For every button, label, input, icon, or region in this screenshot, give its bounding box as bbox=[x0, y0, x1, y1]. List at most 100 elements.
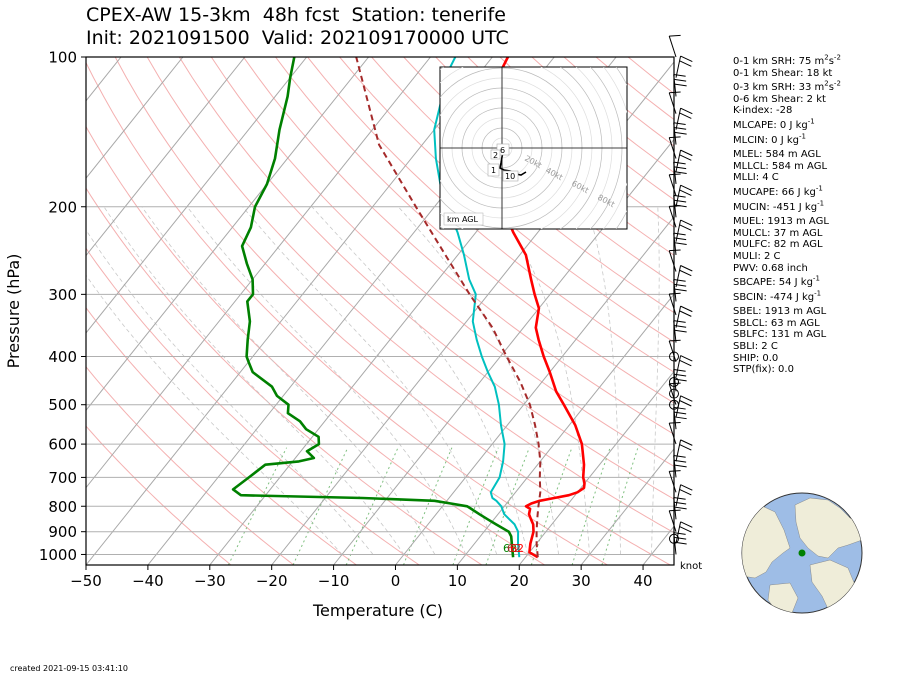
sounding-index-label: K-index: -28 bbox=[733, 105, 793, 117]
wind-barb-staff bbox=[673, 279, 677, 302]
sounding-index-label: MULI: 2 C bbox=[733, 250, 781, 262]
sounding-index-label: SBCIN: -474 J kg bbox=[733, 291, 815, 303]
wind-barb-flag bbox=[674, 464, 687, 468]
moist-adiabat bbox=[186, 206, 467, 555]
wind-barb-flag bbox=[669, 339, 681, 342]
y-tick-label: 200 bbox=[48, 198, 77, 216]
wind-barbs bbox=[668, 34, 693, 555]
x-tick-label: −10 bbox=[318, 572, 350, 590]
isotherm bbox=[333, 138, 674, 565]
sounding-index: SBLFC: 131 m AGL bbox=[733, 329, 841, 341]
dry-adiabat bbox=[86, 425, 232, 565]
wind-barb-flag bbox=[674, 329, 687, 333]
surface-labels: 62 62 62 bbox=[503, 542, 524, 555]
wind-barb-staff bbox=[668, 137, 677, 159]
wind-barb bbox=[668, 136, 681, 159]
sounding-index: SBLCL: 63 m AGL bbox=[733, 318, 841, 330]
wind-barb-flag bbox=[680, 521, 693, 528]
sounding-index-exponent: -1 bbox=[798, 132, 806, 141]
wind-barb-flag bbox=[674, 411, 687, 415]
hodograph-height-6: 6 bbox=[500, 146, 505, 155]
wind-barb-flag bbox=[679, 526, 692, 533]
wind-barb bbox=[675, 439, 693, 462]
y-axis-label: Pressure (hPa) bbox=[4, 254, 23, 369]
sounding-index: SBCIN: -474 J kg-1 bbox=[733, 290, 841, 304]
wind-barb-staff bbox=[668, 174, 677, 196]
sounding-index: 0-1 km SRH: 75 m2s-2 bbox=[733, 53, 841, 68]
wind-barb-flag bbox=[673, 232, 686, 236]
wind-barb-flag bbox=[680, 219, 693, 227]
created-timestamp: created 2021-09-15 03:41:10 bbox=[10, 664, 128, 673]
sounding-index-label: MLLI: 4 C bbox=[733, 172, 779, 184]
sounding-index-label: STP(fix): 0.0 bbox=[733, 364, 794, 376]
wind-barb-flag bbox=[680, 149, 693, 157]
wind-barb-flag bbox=[680, 439, 693, 446]
sounding-index-label: MUCAPE: 66 J kg bbox=[733, 186, 816, 198]
sounding-index-exponent: 2 bbox=[824, 53, 829, 62]
x-tick-label: −20 bbox=[256, 572, 288, 590]
sounding-index-exponent: -1 bbox=[815, 184, 823, 193]
y-tick-label: 400 bbox=[48, 348, 77, 366]
wind-barb bbox=[673, 279, 687, 302]
dry-adiabat bbox=[371, 57, 674, 314]
location-globe bbox=[741, 492, 863, 614]
wind-barb-flag bbox=[679, 112, 692, 119]
wind-barb-flag bbox=[674, 237, 687, 241]
wind-barb bbox=[675, 55, 693, 78]
wind-barb-flag bbox=[673, 279, 686, 282]
wind-barb bbox=[673, 532, 687, 555]
wind-barb bbox=[673, 320, 687, 343]
wind-barb-flag bbox=[679, 189, 692, 196]
wind-barb bbox=[673, 406, 687, 430]
wind-barb-flag bbox=[673, 194, 686, 198]
wind-barb-flag bbox=[680, 395, 693, 402]
parcel-profile bbox=[355, 57, 542, 558]
wind-barb bbox=[673, 122, 687, 145]
hodograph-height-2: 2 bbox=[493, 151, 498, 160]
wind-barb-flag bbox=[673, 406, 686, 410]
wind-barb-flag bbox=[669, 470, 681, 472]
wind-unit-label: knot bbox=[680, 561, 702, 572]
wind-barb-flag bbox=[669, 91, 681, 94]
x-tick-label: 30 bbox=[572, 572, 591, 590]
dry-adiabat bbox=[86, 306, 357, 565]
sounding-index: MUCIN: -451 J kg-1 bbox=[733, 200, 841, 214]
sounding-index: MUEL: 1913 m AGL bbox=[733, 216, 841, 228]
sounding-index-label: SBLCL: 63 m AGL bbox=[733, 317, 820, 329]
hodograph-trace bbox=[499, 151, 527, 176]
mixing-ratio-line bbox=[292, 447, 349, 565]
wind-barb-staff bbox=[675, 150, 682, 172]
moist-adiabat bbox=[86, 229, 374, 555]
sounding-index-label: PWV: 0.68 inch bbox=[733, 262, 808, 274]
wind-barb-flag bbox=[680, 184, 693, 192]
wind-barb-flag bbox=[674, 378, 687, 382]
wind-barb-flag bbox=[674, 536, 687, 540]
dewpoint-profile bbox=[231, 57, 515, 558]
wind-barb bbox=[673, 496, 687, 520]
hodograph-unit-label: km AGL bbox=[447, 215, 479, 224]
wind-barb bbox=[668, 205, 681, 228]
wind-barb-flag bbox=[673, 122, 686, 125]
wind-barb-flag bbox=[673, 74, 686, 77]
sounding-index: MULCL: 37 m AGL bbox=[733, 228, 841, 240]
wind-barb-flag bbox=[673, 320, 686, 323]
sounding-index-exponent: -1 bbox=[807, 117, 815, 126]
wind-barb-flag bbox=[674, 78, 687, 82]
sounding-index-exponent: 2 bbox=[824, 79, 829, 88]
wind-barb-flag bbox=[679, 60, 692, 67]
sounding-index: STP(fix): 0.0 bbox=[733, 364, 841, 376]
wind-barb-flag bbox=[669, 509, 681, 512]
dry-adiabat bbox=[146, 57, 674, 534]
mixing-ratio-line bbox=[530, 447, 573, 565]
wind-barb-staff bbox=[668, 250, 677, 272]
y-tick-label: 800 bbox=[48, 498, 77, 516]
hodograph-inset: 20kt 40kt 60kt 80kt 6 2 1 10 km AGL bbox=[439, 66, 628, 230]
wind-barb bbox=[668, 91, 681, 114]
isotherm bbox=[580, 448, 674, 565]
y-tick-label: 600 bbox=[48, 436, 77, 454]
sounding-index-unit: s bbox=[828, 82, 834, 94]
sounding-index-label: 0-1 km SRH: 75 m bbox=[733, 56, 825, 67]
isotherm bbox=[86, 57, 431, 489]
wind-barb bbox=[668, 249, 681, 272]
wind-barb bbox=[673, 368, 687, 392]
